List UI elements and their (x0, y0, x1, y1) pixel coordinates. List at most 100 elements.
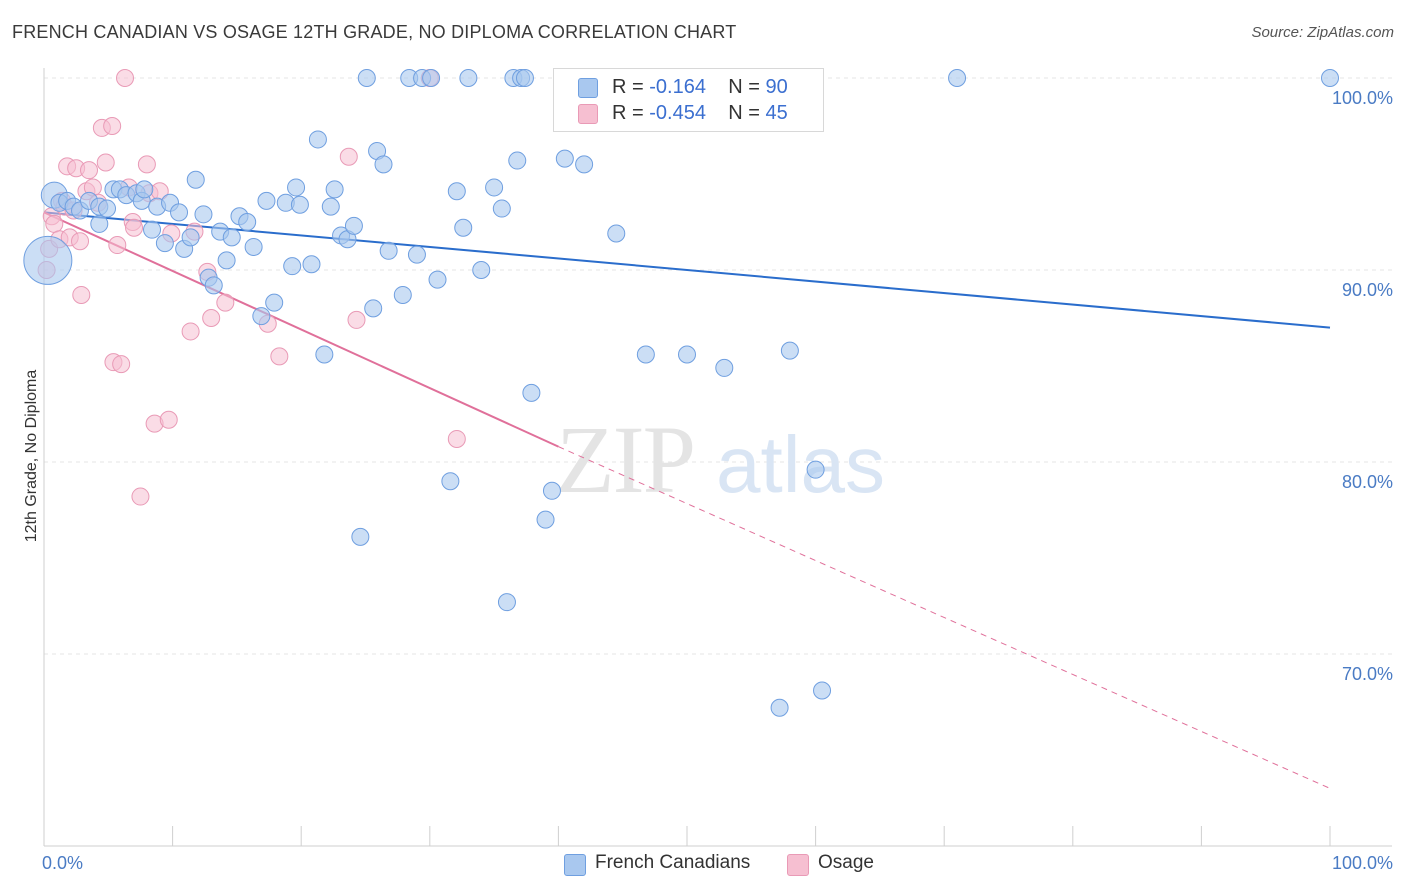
french-canadian-point (321, 197, 340, 216)
french-canadian-point (204, 276, 223, 295)
tick-labels: 70.0% 80.0% 90.0% 100.0% 0.0% 100.0% (42, 88, 1393, 873)
osage-point (103, 117, 122, 135)
legend-text: R = -0.164 N = 90 (612, 76, 788, 99)
legend-label: Osage (818, 852, 874, 873)
french-canadian-point (265, 293, 284, 312)
french-canadian-point (542, 481, 561, 500)
y-tick-label: 80.0% (1342, 472, 1393, 492)
french-canadian-point (90, 214, 109, 233)
french-canadian-point (447, 182, 466, 201)
n-value: 90 (765, 76, 788, 98)
french-canadian-point (257, 191, 276, 210)
series-legend: French Canadians Osage (0, 852, 1406, 878)
watermark-atlas: atlas (716, 420, 885, 509)
watermark: ZIP atlas (556, 406, 885, 513)
french-canadian-point (678, 345, 696, 364)
french-canadian-point (393, 285, 412, 304)
french-canadian-point (454, 218, 473, 237)
chart-title: FRENCH CANADIAN VS OSAGE 12TH GRADE, NO … (12, 22, 737, 42)
french-canadian-point (344, 216, 363, 235)
french-canadian-point (98, 199, 117, 218)
french-canadian-point (497, 593, 516, 612)
french-canadian-point (948, 69, 967, 87)
french-canadian-point (428, 270, 447, 289)
osage-point (96, 153, 115, 172)
french-canadian-point (308, 130, 327, 149)
osage-point (159, 410, 178, 429)
y-tick-label: 100.0% (1332, 88, 1393, 108)
osage-point (447, 429, 466, 448)
french-canadian-point (194, 205, 213, 224)
r-value: -0.164 (649, 76, 706, 98)
osage-point (108, 236, 127, 255)
axes (43, 68, 1392, 847)
french-canadian-point (155, 234, 174, 253)
osage-point (339, 147, 358, 166)
french-canadian-point (715, 358, 734, 377)
n-label: N = (728, 102, 760, 124)
x-tick-label-min: 0.0% (42, 853, 83, 873)
french-canadian-point (143, 220, 162, 239)
french-canadian-point (472, 261, 491, 279)
french-canadian-point (459, 69, 478, 87)
french-canadian-point (290, 195, 309, 214)
osage-point (125, 218, 144, 237)
legend-swatch-blue (578, 78, 598, 98)
n-label: N = (728, 76, 760, 98)
french-canadian-point (374, 155, 393, 174)
french-canadian-point (302, 255, 321, 274)
osage-trend-line (43, 211, 559, 448)
osage-point (270, 347, 289, 366)
french-canadian-point (806, 460, 825, 479)
osage-point (181, 322, 200, 341)
french-canadian-point (422, 69, 441, 87)
french-canadian-point (287, 178, 306, 197)
source-label: Source: ZipAtlas.com (1251, 24, 1394, 41)
french-canadian-point (770, 698, 789, 717)
french-canadian-point (607, 224, 626, 243)
x-tick-label-max: 100.0% (1332, 853, 1393, 873)
french-canadian-point (575, 155, 594, 174)
french-canadian-point (23, 235, 73, 285)
french-canadian-point (357, 69, 376, 87)
french-canadian-point (536, 510, 555, 529)
french-canadian-point (351, 527, 370, 546)
french-canadian-point (813, 681, 832, 700)
r-value: -0.454 (649, 102, 706, 124)
french-canadian-point (181, 228, 200, 247)
french-canadian-point (325, 180, 344, 199)
osage-point (80, 161, 99, 180)
french-canadian-point (238, 213, 257, 231)
osage-point (202, 309, 221, 327)
french-canadian-point (407, 245, 426, 264)
r-label: R = (612, 102, 644, 124)
y-tick-label: 90.0% (1342, 280, 1393, 300)
french-canadian-point (222, 228, 241, 247)
n-value: 45 (765, 102, 788, 124)
osage-point (137, 155, 156, 174)
french-canadian-point (135, 180, 154, 199)
french-canadian-point (186, 170, 205, 189)
french-canadian-point (508, 151, 527, 170)
legend-swatch-blue (564, 854, 586, 876)
french-canadians-trend-line (43, 211, 1331, 329)
osage-point (131, 487, 150, 506)
legend-swatch-pink (787, 854, 809, 876)
french-canadian-point (522, 383, 541, 402)
y-axis-title: 12th Grade, No Diploma (23, 370, 40, 543)
legend-swatch-pink (578, 104, 598, 124)
french-canadian-point (515, 69, 534, 87)
french-canadian-point (379, 241, 398, 260)
osage-point (45, 214, 64, 233)
french-canadian-point (170, 203, 189, 222)
legend-label: French Canadians (595, 852, 751, 873)
osage-point (347, 310, 366, 329)
french-canadian-point (441, 472, 460, 491)
french-canadian-point (244, 237, 263, 256)
legend-text: R = -0.454 N = 45 (612, 102, 788, 125)
french-canadian-point (636, 345, 655, 364)
osage-point (216, 293, 235, 312)
stats-legend: R = -0.164 N = 90 R = -0.454 N = 45 (553, 68, 824, 132)
osage-trend-extension (558, 446, 1331, 789)
osage-point (71, 232, 90, 251)
